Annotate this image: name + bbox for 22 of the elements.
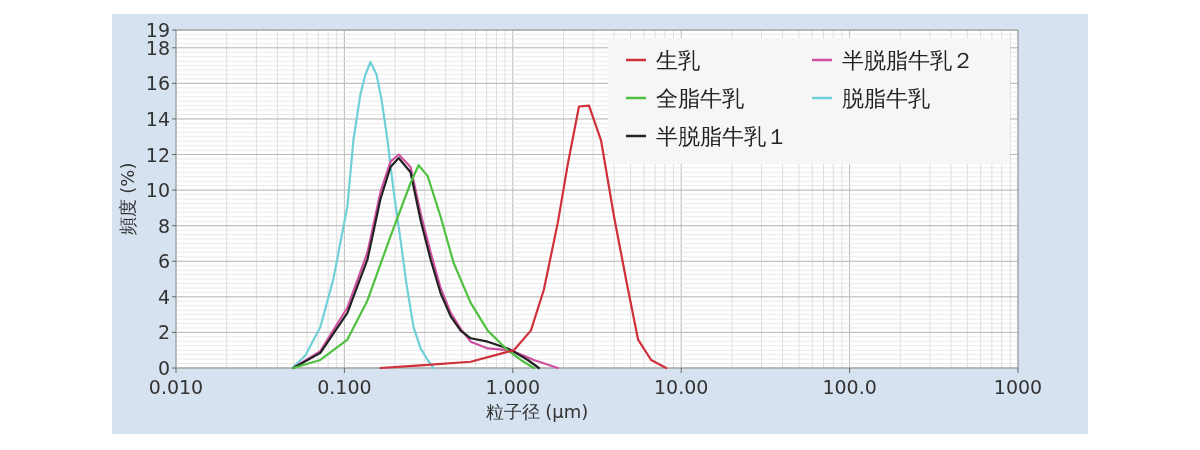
legend-label: 全脂牛乳 <box>656 86 744 111</box>
y-tick-label: 8 <box>157 214 170 237</box>
x-tick-label: 100.0 <box>822 376 877 398</box>
x-axis-title: 粒子径 (µm) <box>485 401 589 422</box>
x-tick-label: 0.010 <box>148 376 204 398</box>
x-tick-label: 0.100 <box>317 376 372 398</box>
y-tick-label: 6 <box>157 250 170 273</box>
y-tick-label: 2 <box>157 321 170 344</box>
y-tick-label: 0 <box>157 357 170 379</box>
legend-label: 半脱脂牛乳２ <box>842 48 974 73</box>
x-tick-label: 10.00 <box>654 376 709 398</box>
y-tick-label: 10 <box>145 179 170 202</box>
y-tick-label: 16 <box>145 72 170 95</box>
y-tick-label: 4 <box>157 285 170 308</box>
y-axis-title: 頻度 (%) <box>117 162 138 236</box>
legend-label: 生乳 <box>656 48 700 73</box>
y-tick-label: 14 <box>145 107 170 130</box>
legend-label: 脱脂牛乳 <box>842 86 930 111</box>
legend-label: 半脱脂牛乳１ <box>656 124 788 149</box>
y-tick-label: 12 <box>145 143 170 166</box>
x-tick-label: 1000 <box>993 376 1043 398</box>
x-tick-label: 1.000 <box>485 376 540 398</box>
